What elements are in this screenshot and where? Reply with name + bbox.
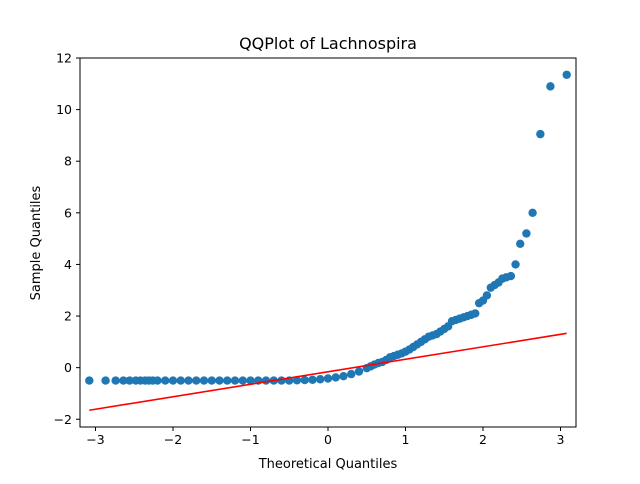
x-tick-label: −1: [241, 432, 259, 447]
y-tick-label: 2: [64, 309, 72, 324]
data-point: [354, 367, 364, 376]
data-point: [111, 376, 120, 385]
data-point: [331, 373, 340, 382]
data-point: [230, 376, 240, 385]
data-point: [339, 371, 348, 381]
data-point: [347, 369, 356, 379]
data-point: [101, 376, 110, 385]
data-point: [536, 129, 545, 139]
y-tick-label: 4: [64, 257, 72, 272]
y-tick-label: 12: [56, 51, 72, 66]
x-tick-label: 2: [479, 432, 487, 447]
reference-line-layer: [89, 332, 567, 412]
y-tick-label: 0: [64, 360, 72, 375]
data-point: [308, 375, 317, 384]
x-axis-label: Theoretical Quantiles: [258, 457, 398, 472]
data-point: [215, 376, 224, 385]
y-tick-label: 10: [56, 102, 72, 117]
y-axis-ticks: −2 0 2 4 6 8 10 12: [54, 51, 80, 427]
y-tick-label: 8: [64, 154, 72, 169]
data-point: [506, 271, 516, 281]
x-axis-ticks: −3 −2 −1 0 1 2 3: [86, 427, 564, 447]
x-tick-label: 0: [324, 432, 332, 447]
data-point: [522, 229, 531, 238]
data-point: [238, 376, 247, 385]
data-point: [246, 376, 255, 385]
data-point: [85, 376, 94, 385]
data-point: [176, 376, 185, 385]
data-point: [168, 376, 178, 385]
data-point: [192, 376, 201, 385]
chart-title: QQPlot of Lachnospira: [239, 34, 417, 53]
data-point: [223, 376, 232, 385]
data-point: [119, 376, 128, 385]
data-point: [125, 376, 134, 385]
reference-line: [89, 332, 567, 412]
data-point: [482, 291, 492, 300]
x-tick-label: −2: [164, 432, 182, 447]
data-point: [323, 374, 333, 383]
scatter-points: [85, 70, 571, 385]
data-point: [516, 239, 525, 248]
y-tick-label: −2: [54, 412, 72, 427]
data-point: [562, 70, 571, 79]
data-point: [292, 376, 302, 385]
data-point: [184, 376, 193, 385]
data-point: [528, 208, 537, 218]
data-point: [161, 376, 170, 385]
data-point: [153, 376, 162, 385]
data-point: [199, 376, 209, 385]
y-tick-label: 6: [64, 205, 72, 220]
data-point: [511, 260, 520, 269]
data-point: [300, 375, 309, 385]
x-tick-label: −3: [86, 432, 104, 447]
x-tick-label: 1: [402, 432, 410, 447]
data-point: [471, 309, 480, 318]
x-tick-label: 3: [557, 432, 565, 447]
data-point: [316, 375, 325, 384]
y-axis-label: Sample Quantiles: [29, 185, 44, 300]
data-point: [207, 376, 216, 385]
data-point: [546, 82, 555, 91]
